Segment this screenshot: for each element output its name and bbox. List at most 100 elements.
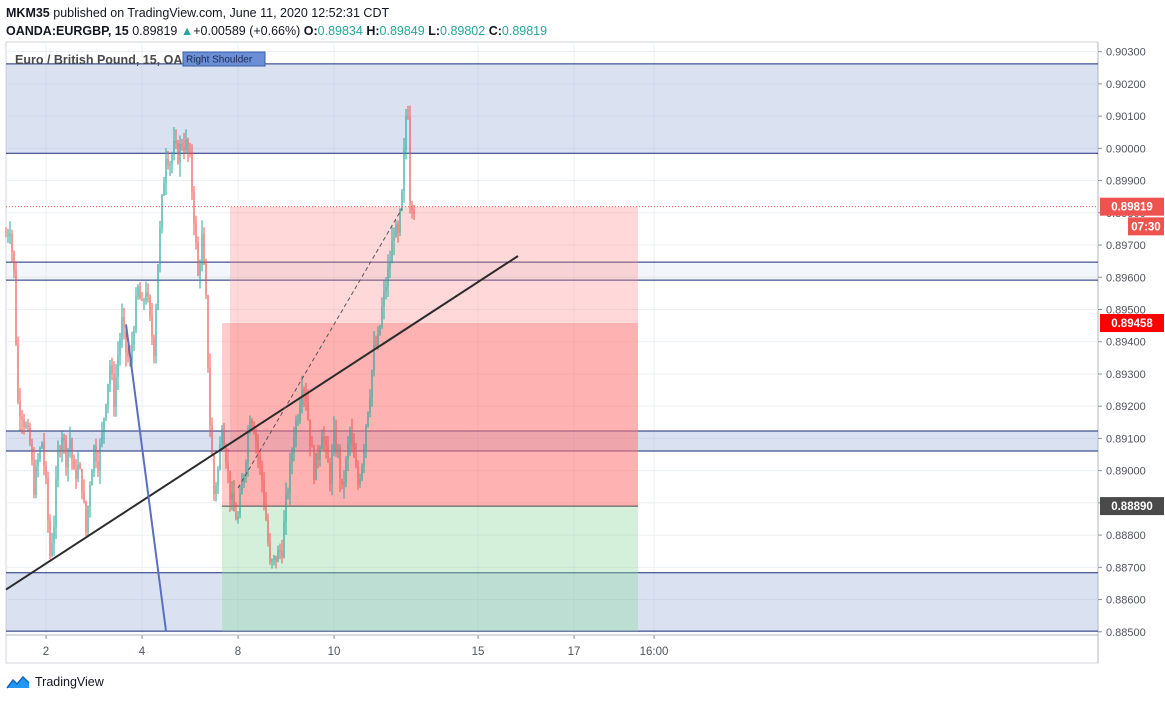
candle-body xyxy=(409,117,411,204)
price-tick-label: 0.89900 xyxy=(1106,176,1146,188)
high-value: 0.89849 xyxy=(379,24,425,38)
candle-body xyxy=(345,459,347,483)
candle-body xyxy=(119,340,121,356)
candle-body xyxy=(177,142,179,163)
candle-body xyxy=(287,491,289,494)
annotation-text: Right Shoulder xyxy=(186,55,253,66)
candle-body xyxy=(279,550,281,552)
candle-body xyxy=(335,429,337,453)
price-label-text: 07:30 xyxy=(1131,221,1160,233)
candle-body xyxy=(55,479,57,527)
candle-body xyxy=(201,233,203,265)
candle-body xyxy=(53,526,55,544)
candle-body xyxy=(137,286,139,297)
candle-body xyxy=(113,374,115,408)
price-tick-label: 0.90200 xyxy=(1106,79,1146,91)
annotation-box[interactable] xyxy=(182,51,266,67)
candle-body xyxy=(45,465,47,478)
candle-body xyxy=(143,300,145,302)
candle-body xyxy=(317,452,319,460)
candle-body xyxy=(413,209,415,214)
time-tick-label: 17 xyxy=(568,646,581,658)
candle-body xyxy=(157,264,159,310)
price-tick-label: 0.89100 xyxy=(1106,433,1146,445)
candle-body xyxy=(89,485,91,507)
price-tick-label: 0.88500 xyxy=(1106,627,1146,639)
candle-body xyxy=(73,458,75,470)
candle-body xyxy=(251,420,253,426)
candle-body xyxy=(367,412,369,426)
last-price: 0.89819 xyxy=(132,24,178,38)
candle-body xyxy=(43,442,45,466)
candle-body xyxy=(63,437,65,441)
price-tick-label: 0.89400 xyxy=(1106,337,1146,349)
price-tick-label: 0.90300 xyxy=(1106,47,1146,59)
price-labels: 0.89819 07:30 0.89458 0.88890 xyxy=(1100,197,1164,516)
price-axis[interactable]: 0.903000.902000.901000.900000.899000.898… xyxy=(1098,47,1146,639)
bottom-demand-zone xyxy=(6,572,1098,632)
candle-body xyxy=(171,154,173,165)
candle-body xyxy=(5,235,7,237)
candle-body xyxy=(277,550,279,562)
candle-body xyxy=(281,551,283,558)
top-supply-zone xyxy=(6,63,1098,154)
candle-body xyxy=(315,452,317,480)
candle-body xyxy=(253,425,255,434)
candle-body xyxy=(353,441,355,458)
candle-body xyxy=(139,286,141,300)
tradingview-logo-icon[interactable] xyxy=(6,674,30,690)
brand-name[interactable]: TradingView xyxy=(35,675,104,689)
candle-body xyxy=(255,433,257,442)
candle-body xyxy=(7,235,9,237)
price-tick-label: 0.88700 xyxy=(1106,562,1146,574)
candle-body xyxy=(261,464,263,481)
candle-body xyxy=(221,431,223,444)
grid xyxy=(6,42,1098,635)
time-tick-label: 8 xyxy=(235,646,241,658)
candle-body xyxy=(27,425,29,428)
short-position-tool[interactable] xyxy=(222,206,638,632)
candle-body xyxy=(393,236,395,242)
trendlines[interactable] xyxy=(5,208,519,632)
candle-body xyxy=(337,448,339,453)
candle-body xyxy=(131,344,133,360)
price-tick-label: 0.88800 xyxy=(1106,530,1146,542)
candle-body xyxy=(209,367,211,426)
price-label-bg xyxy=(1100,497,1164,516)
candle-body xyxy=(223,431,225,449)
candle-body xyxy=(225,448,227,463)
candle-body xyxy=(269,543,271,562)
price-tick-label: 0.89300 xyxy=(1106,369,1146,381)
candle-body xyxy=(151,316,153,337)
ascending-trendline xyxy=(5,255,519,591)
author-name[interactable]: MKM35 xyxy=(6,6,50,20)
candle-body xyxy=(165,158,167,183)
candle-body xyxy=(289,462,291,492)
middle-neckline-zone xyxy=(6,430,1098,451)
time-tick-label: 16:00 xyxy=(640,646,669,658)
candle-body xyxy=(233,493,235,512)
symbol-label[interactable]: OANDA:EURGBP, 15 xyxy=(6,24,129,38)
candle-body xyxy=(57,449,59,480)
price-label-bg xyxy=(1100,197,1164,216)
candle-body xyxy=(341,478,343,485)
candle-body xyxy=(83,491,85,502)
candle-body xyxy=(197,241,199,276)
time-axis[interactable]: 2 4 8 10 15 17 16:00 xyxy=(43,635,669,658)
low-label: L: xyxy=(428,24,441,38)
candle-body xyxy=(203,233,205,264)
candle-body xyxy=(299,404,301,421)
candle-body xyxy=(275,555,277,562)
candle-body xyxy=(101,430,103,444)
candle-body xyxy=(329,462,331,485)
candle-body xyxy=(141,299,143,301)
candle-body xyxy=(327,445,329,463)
candle-body xyxy=(181,144,183,147)
price-tick-label: 0.89600 xyxy=(1106,272,1146,284)
footer: TradingView xyxy=(6,674,104,690)
candle-body xyxy=(35,466,37,495)
candle-body xyxy=(349,430,351,445)
stop-zone-outer xyxy=(230,206,638,507)
candle-body xyxy=(311,445,313,448)
